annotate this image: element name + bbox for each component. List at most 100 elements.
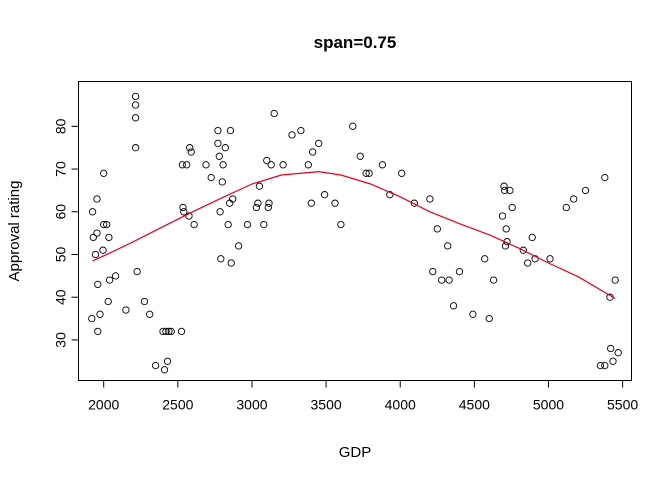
data-point-84 <box>410 199 418 207</box>
data-point-42 <box>207 173 215 182</box>
data-point-0 <box>88 314 96 323</box>
data-point-45 <box>215 152 223 160</box>
data-point-92 <box>455 267 464 276</box>
data-point-43 <box>214 126 222 135</box>
data-point-31 <box>167 327 175 336</box>
data-point-93 <box>469 310 477 318</box>
x-tick-label-4500: 4500 <box>459 397 490 413</box>
data-point-120 <box>614 349 622 357</box>
data-point-8 <box>96 310 104 318</box>
data-point-30 <box>165 327 173 336</box>
chart-title: span=0.75 <box>314 33 397 52</box>
data-point-59 <box>254 199 262 207</box>
data-point-37 <box>185 212 193 220</box>
data-point-87 <box>433 225 441 233</box>
data-point-108 <box>531 255 539 263</box>
data-point-41 <box>202 161 210 169</box>
data-point-34 <box>179 203 187 212</box>
data-point-19 <box>131 101 140 109</box>
data-point-82 <box>386 191 394 199</box>
data-point-18 <box>131 92 140 101</box>
data-point-9 <box>99 246 107 254</box>
data-point-74 <box>320 191 329 199</box>
data-point-119 <box>611 276 619 284</box>
data-point-47 <box>217 255 225 263</box>
data-point-71 <box>307 199 315 207</box>
data-point-24 <box>146 310 154 318</box>
x-axis-label: GDP <box>339 444 372 461</box>
data-point-104 <box>508 203 516 212</box>
y-tick-label-50: 50 <box>53 246 69 262</box>
data-point-98 <box>500 182 508 190</box>
data-point-14 <box>104 297 112 306</box>
data-point-106 <box>524 259 532 267</box>
y-tick-label-40: 40 <box>53 289 69 305</box>
data-point-112 <box>581 186 590 195</box>
data-point-53 <box>226 126 235 135</box>
data-point-101 <box>502 225 510 233</box>
data-point-73 <box>315 139 323 148</box>
data-point-79 <box>362 169 370 177</box>
data-point-78 <box>356 152 364 160</box>
data-point-103 <box>506 186 514 195</box>
data-point-12 <box>103 220 111 229</box>
data-point-46 <box>216 208 224 216</box>
data-point-28 <box>162 327 170 336</box>
data-point-89 <box>444 242 452 250</box>
plot-frame <box>78 81 632 381</box>
data-point-85 <box>426 195 434 203</box>
data-point-6 <box>94 280 102 289</box>
data-point-81 <box>378 161 387 169</box>
data-point-61 <box>260 220 268 229</box>
data-point-80 <box>365 169 373 177</box>
data-point-4 <box>93 229 101 237</box>
data-point-3 <box>91 250 100 259</box>
data-point-62 <box>263 156 271 165</box>
data-point-32 <box>177 327 186 336</box>
data-point-107 <box>528 233 536 242</box>
data-point-77 <box>349 122 357 130</box>
data-point-20 <box>131 114 140 122</box>
data-point-54 <box>227 259 235 267</box>
data-point-58 <box>252 203 261 212</box>
smoothing-curve <box>92 170 616 300</box>
data-point-50 <box>221 144 229 152</box>
data-point-40 <box>190 220 198 229</box>
data-point-88 <box>438 276 446 284</box>
data-point-35 <box>180 208 188 216</box>
data-point-16 <box>111 272 120 280</box>
data-point-39 <box>187 148 195 156</box>
data-point-60 <box>255 182 264 190</box>
data-point-25 <box>151 361 160 370</box>
data-point-57 <box>243 220 252 229</box>
data-point-90 <box>445 276 453 284</box>
data-point-5 <box>93 195 101 203</box>
data-point-38 <box>186 144 194 152</box>
data-point-69 <box>297 126 305 135</box>
y-axis: 30 40 50 60 70 80 <box>53 118 79 348</box>
data-point-114 <box>601 361 609 370</box>
x-tick-label-3500: 3500 <box>311 397 342 413</box>
data-point-68 <box>288 131 296 139</box>
data-point-29 <box>163 357 172 365</box>
data-point-55 <box>229 195 237 203</box>
data-point-44 <box>214 139 222 148</box>
data-point-27 <box>160 366 169 374</box>
data-point-22 <box>133 267 141 276</box>
data-point-115 <box>601 173 609 182</box>
data-point-75 <box>331 199 339 207</box>
data-point-99 <box>501 186 509 195</box>
data-point-97 <box>498 212 507 220</box>
data-point-67 <box>279 161 287 169</box>
data-point-11 <box>100 220 108 229</box>
x-tick-label-4000: 4000 <box>385 397 416 413</box>
x-tick-label-5500: 5500 <box>607 397 638 413</box>
y-axis-label: Approval rating <box>6 181 23 282</box>
data-points <box>88 92 622 374</box>
data-point-76 <box>337 220 345 229</box>
x-tick-label-5000: 5000 <box>533 397 564 413</box>
y-tick-label-80: 80 <box>53 118 69 134</box>
data-point-48 <box>218 178 226 186</box>
x-tick-label-3000: 3000 <box>236 397 267 413</box>
data-point-2 <box>89 233 97 242</box>
